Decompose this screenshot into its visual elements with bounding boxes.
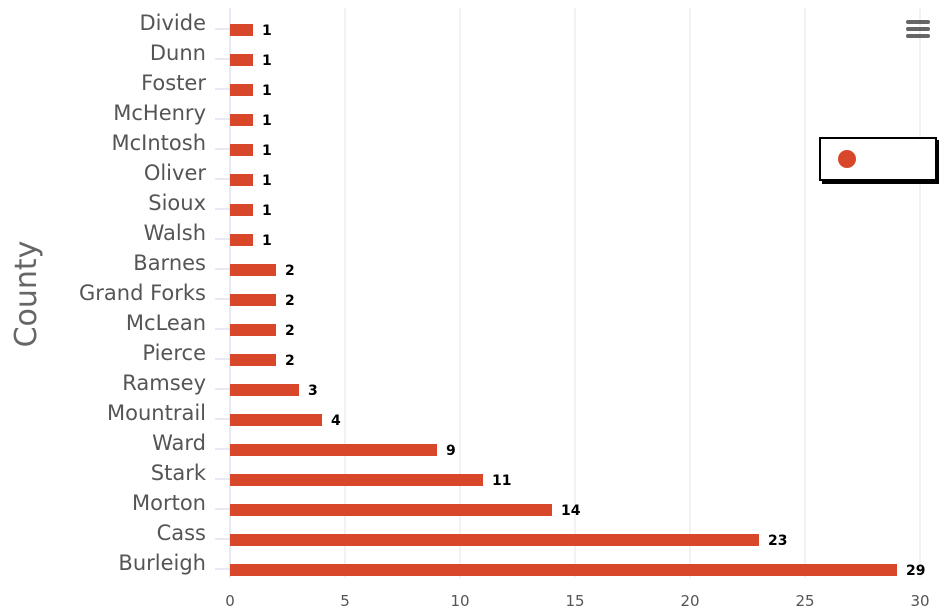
bar[interactable] xyxy=(230,234,253,246)
x-tick-label: 15 xyxy=(565,592,584,610)
category-label: Dunn xyxy=(150,41,206,65)
bar[interactable] xyxy=(230,324,276,336)
bar[interactable] xyxy=(230,444,437,456)
category-label: Foster xyxy=(141,71,206,95)
category-labels: Divide Dunn Foster McHenry McIntosh Oliver Sio… xyxy=(79,11,207,575)
data-label: 1 xyxy=(262,83,272,99)
bar[interactable] xyxy=(230,114,253,126)
data-label: 1 xyxy=(262,173,272,189)
x-gridlines xyxy=(215,8,921,578)
category-label: McHenry xyxy=(113,101,206,125)
bar[interactable] xyxy=(230,24,253,36)
y-axis-title: County xyxy=(9,241,44,348)
bar[interactable] xyxy=(230,84,253,96)
x-tick-label: 5 xyxy=(340,592,350,610)
category-label: Pierce xyxy=(142,341,206,365)
data-label: 2 xyxy=(285,263,295,279)
category-label: Ward xyxy=(152,431,206,455)
category-label: Grand Forks xyxy=(79,281,206,305)
x-tick-label: 25 xyxy=(795,592,814,610)
data-label: 4 xyxy=(331,413,341,429)
category-label: Mountrail xyxy=(107,401,206,425)
x-tick-label: 10 xyxy=(450,592,469,610)
data-label: 3 xyxy=(308,383,318,399)
legend-series-marker[interactable] xyxy=(838,150,856,168)
data-label: 9 xyxy=(446,443,456,459)
category-label: McIntosh xyxy=(112,131,207,155)
bar[interactable] xyxy=(230,294,276,306)
bar[interactable] xyxy=(230,54,253,66)
bar[interactable] xyxy=(230,354,276,366)
data-label: 23 xyxy=(768,533,787,549)
x-tick-label: 30 xyxy=(910,592,929,610)
category-label: Morton xyxy=(132,491,206,515)
hamburger-menu-icon[interactable] xyxy=(900,14,936,46)
data-label: 2 xyxy=(285,323,295,339)
category-label: Walsh xyxy=(144,221,206,245)
data-label: 11 xyxy=(492,473,511,489)
data-label: 1 xyxy=(262,113,272,129)
data-label: 1 xyxy=(262,233,272,249)
category-label: Stark xyxy=(151,461,207,485)
data-label: 2 xyxy=(285,293,295,309)
category-label: Ramsey xyxy=(122,371,206,395)
data-label: 2 xyxy=(285,353,295,369)
x-tick-label: 20 xyxy=(680,592,699,610)
category-label: Divide xyxy=(139,11,206,35)
category-label: Sioux xyxy=(148,191,206,215)
data-label: 1 xyxy=(262,53,272,69)
data-label: 14 xyxy=(561,503,581,519)
bar[interactable] xyxy=(230,504,552,516)
bar[interactable] xyxy=(230,384,299,396)
data-label: 1 xyxy=(262,203,272,219)
bar[interactable] xyxy=(230,564,897,576)
data-label: 1 xyxy=(262,143,272,159)
legend xyxy=(819,137,939,184)
data-label: 1 xyxy=(262,23,272,39)
bar[interactable] xyxy=(230,174,253,186)
bar[interactable] xyxy=(230,414,322,426)
category-label: Burleigh xyxy=(118,551,206,575)
category-label: Oliver xyxy=(144,161,207,185)
bar[interactable] xyxy=(230,474,483,486)
bar[interactable] xyxy=(230,204,253,216)
bars xyxy=(230,24,897,576)
category-label: McLean xyxy=(126,311,206,335)
x-tick-label: 0 xyxy=(225,592,235,610)
bar[interactable] xyxy=(230,144,253,156)
legend-box xyxy=(819,137,937,181)
category-label: Cass xyxy=(157,521,206,545)
data-label: 29 xyxy=(906,563,925,579)
category-label: Barnes xyxy=(133,251,206,275)
bar[interactable] xyxy=(230,534,759,546)
x-tick-labels: 0 5 10 15 20 25 30 xyxy=(225,592,929,610)
bar[interactable] xyxy=(230,264,276,276)
